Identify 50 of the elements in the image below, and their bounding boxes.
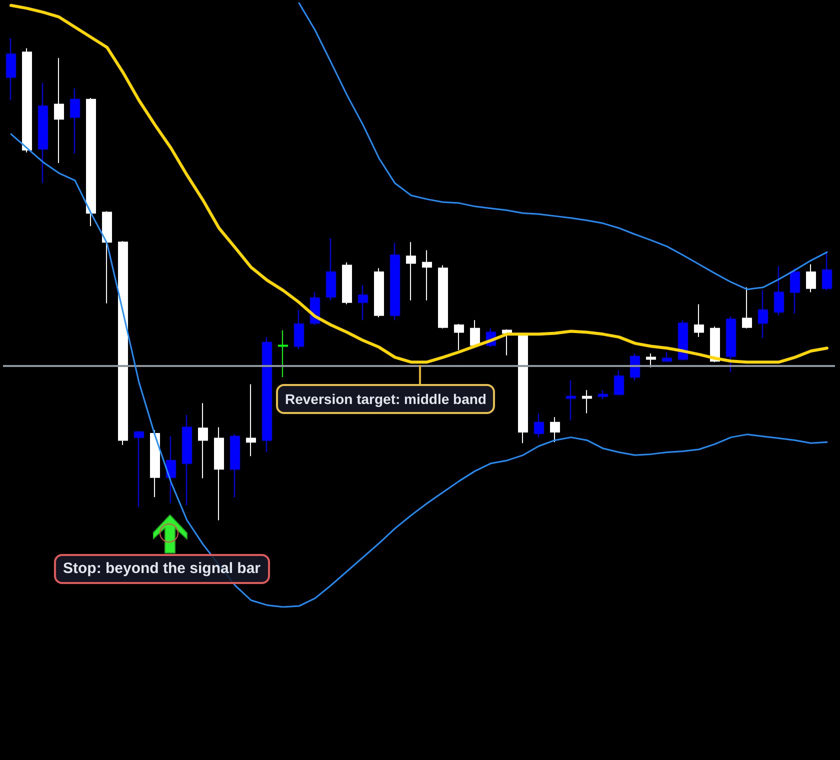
candlestick [406, 242, 416, 301]
candlestick [662, 352, 672, 363]
candlestick [6, 38, 16, 101]
candlestick [710, 326, 720, 363]
candlestick [694, 304, 704, 338]
candlestick [86, 97, 96, 227]
candlestick [726, 316, 736, 373]
candlestick [182, 414, 192, 506]
candlestick [198, 402, 208, 479]
candlestick [150, 430, 160, 498]
candlestick [502, 328, 512, 356]
candlestick [598, 390, 608, 400]
candlestick [422, 250, 432, 301]
annotation: Reversion target: middle band [276, 384, 496, 414]
candlestick [118, 240, 128, 446]
candlestick [230, 434, 240, 498]
candlestick [374, 268, 384, 318]
candlestick [22, 48, 32, 153]
candlestick [646, 352, 656, 368]
candlestick [790, 268, 800, 314]
candlestick [54, 57, 64, 164]
candlestick [742, 286, 752, 329]
candlestick [214, 426, 224, 521]
candlestick [678, 320, 688, 361]
candlestick [454, 324, 464, 351]
candlestick [438, 264, 448, 329]
candlestick [806, 264, 816, 293]
candlestick [358, 284, 368, 321]
candlestick [342, 262, 352, 305]
candlestick [166, 436, 176, 504]
candlestick [38, 82, 48, 184]
candlestick [70, 88, 80, 154]
candlestick [390, 242, 400, 321]
candlestick [134, 430, 144, 508]
candlestick [630, 352, 640, 381]
candlestick [278, 330, 288, 378]
candlestick [262, 336, 272, 453]
candlestick [566, 380, 576, 421]
candlestick [534, 412, 544, 438]
candlestick [758, 290, 768, 339]
candlestick [822, 252, 832, 291]
candlestick [774, 266, 784, 316]
candlestick [246, 384, 256, 457]
candlestick [294, 310, 304, 350]
text: Stop: beyond the signal bar [54, 554, 270, 584]
candlestick [582, 390, 592, 414]
candlestick [614, 370, 624, 396]
candlestick [326, 238, 336, 301]
candlestick [102, 210, 112, 304]
candlestick [550, 416, 560, 443]
